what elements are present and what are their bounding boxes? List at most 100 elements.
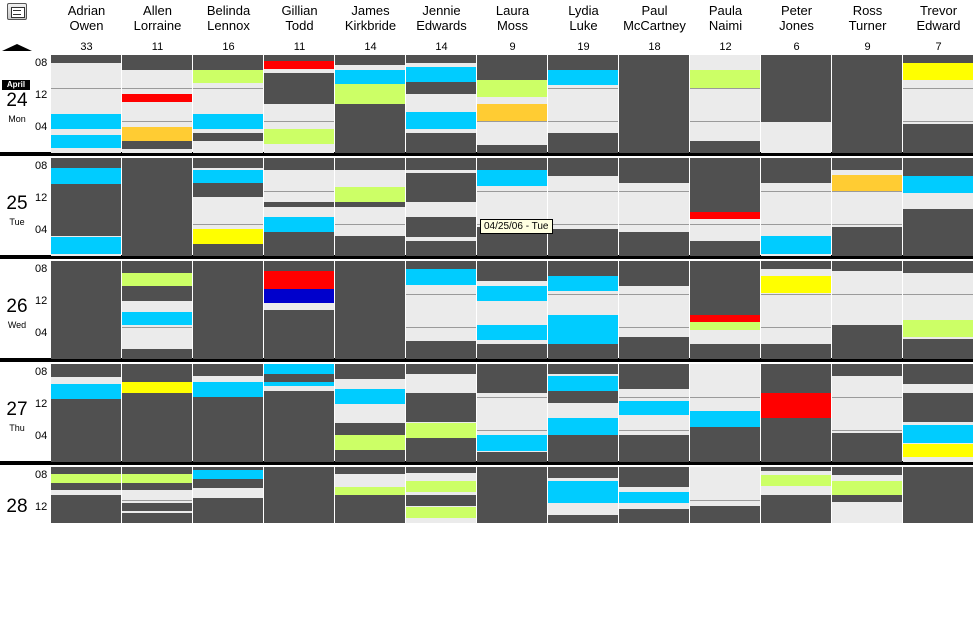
day-cell[interactable] [690,158,760,256]
busy-block[interactable] [406,393,476,422]
busy-block[interactable] [406,495,476,506]
busy-block[interactable] [548,515,618,523]
event-block[interactable] [264,217,334,232]
day-cell[interactable] [193,467,263,523]
busy-block[interactable] [832,325,902,359]
event-block[interactable] [903,320,973,337]
event-block[interactable] [193,114,263,129]
day-cell[interactable] [619,467,689,523]
busy-block[interactable] [477,55,547,80]
busy-block[interactable] [122,503,192,511]
busy-block[interactable] [903,364,973,384]
busy-block[interactable] [264,232,334,256]
busy-block[interactable] [548,364,618,374]
event-block[interactable] [761,276,831,293]
busy-block[interactable] [477,261,547,281]
busy-block[interactable] [832,495,902,502]
busy-block[interactable] [619,55,689,153]
person-header[interactable]: Peter Jones [761,3,832,33]
event-block[interactable] [193,382,263,398]
person-header[interactable]: Jennie Edwards [406,3,477,33]
day-cell[interactable] [832,158,902,256]
day-cell[interactable] [51,55,121,153]
busy-block[interactable] [122,349,192,359]
day-cell[interactable] [122,364,192,462]
busy-block[interactable] [619,232,689,256]
event-block[interactable] [619,401,689,415]
event-block[interactable] [548,276,618,291]
event-block[interactable] [477,325,547,340]
busy-block[interactable] [832,55,902,153]
day-cell[interactable] [619,158,689,256]
busy-block[interactable] [903,393,973,422]
event-block[interactable] [406,112,476,129]
busy-block[interactable] [264,158,334,170]
day-cell[interactable] [832,261,902,359]
busy-block[interactable] [51,364,121,377]
day-cell[interactable] [690,55,760,153]
busy-block[interactable] [51,467,121,474]
day-cell[interactable] [406,467,476,523]
day-number[interactable]: 27 [6,399,28,420]
busy-block[interactable] [832,364,902,376]
event-block[interactable] [193,170,263,184]
busy-block[interactable] [548,133,618,153]
busy-block[interactable] [51,495,121,523]
event-block[interactable] [548,315,618,344]
event-block[interactable] [690,411,760,427]
busy-block[interactable] [761,364,831,393]
person-header[interactable]: Paul McCartney [619,3,690,33]
busy-block[interactable] [122,286,192,301]
event-block[interactable] [690,212,760,219]
event-block[interactable] [477,104,547,121]
busy-block[interactable] [548,261,618,276]
day-cell[interactable] [548,158,618,256]
event-block[interactable] [548,376,618,392]
event-block[interactable] [122,127,192,142]
busy-block[interactable] [406,55,476,63]
day-cell[interactable] [51,364,121,462]
person-header[interactable]: Ross Turner [832,3,903,33]
person-header[interactable]: Laura Moss [477,3,548,33]
busy-block[interactable] [690,427,760,462]
person-header[interactable]: Lydia Luke [548,3,619,33]
busy-block[interactable] [335,467,405,474]
day-cell[interactable] [477,261,547,359]
busy-block[interactable] [477,452,547,462]
event-block[interactable] [335,187,405,202]
busy-block[interactable] [122,364,192,384]
busy-block[interactable] [264,467,334,523]
event-block[interactable] [477,80,547,97]
collapse-arrow-icon[interactable] [2,44,32,51]
event-block[interactable] [122,94,192,102]
busy-block[interactable] [832,467,902,475]
busy-block[interactable] [335,55,405,65]
busy-block[interactable] [548,344,618,359]
busy-block[interactable] [761,55,831,122]
day-cell[interactable] [51,158,121,256]
busy-block[interactable] [193,244,263,256]
day-cell[interactable] [193,364,263,462]
event-block[interactable] [548,418,618,435]
busy-block[interactable] [51,483,121,490]
busy-block[interactable] [619,509,689,523]
busy-block[interactable] [122,483,192,490]
day-cell[interactable] [548,364,618,462]
day-cell[interactable] [548,467,618,523]
busy-block[interactable] [122,393,192,462]
event-block[interactable] [193,470,263,480]
event-block[interactable] [548,70,618,85]
event-block[interactable] [690,322,760,330]
day-cell[interactable] [761,261,831,359]
busy-block[interactable] [548,55,618,70]
day-cell[interactable] [548,261,618,359]
busy-block[interactable] [335,423,405,438]
busy-block[interactable] [51,184,121,236]
busy-block[interactable] [690,506,760,523]
event-block[interactable] [51,384,121,400]
busy-block[interactable] [264,374,334,382]
day-cell[interactable] [903,158,973,256]
busy-block[interactable] [761,158,831,183]
busy-block[interactable] [406,364,476,374]
busy-block[interactable] [335,450,405,462]
